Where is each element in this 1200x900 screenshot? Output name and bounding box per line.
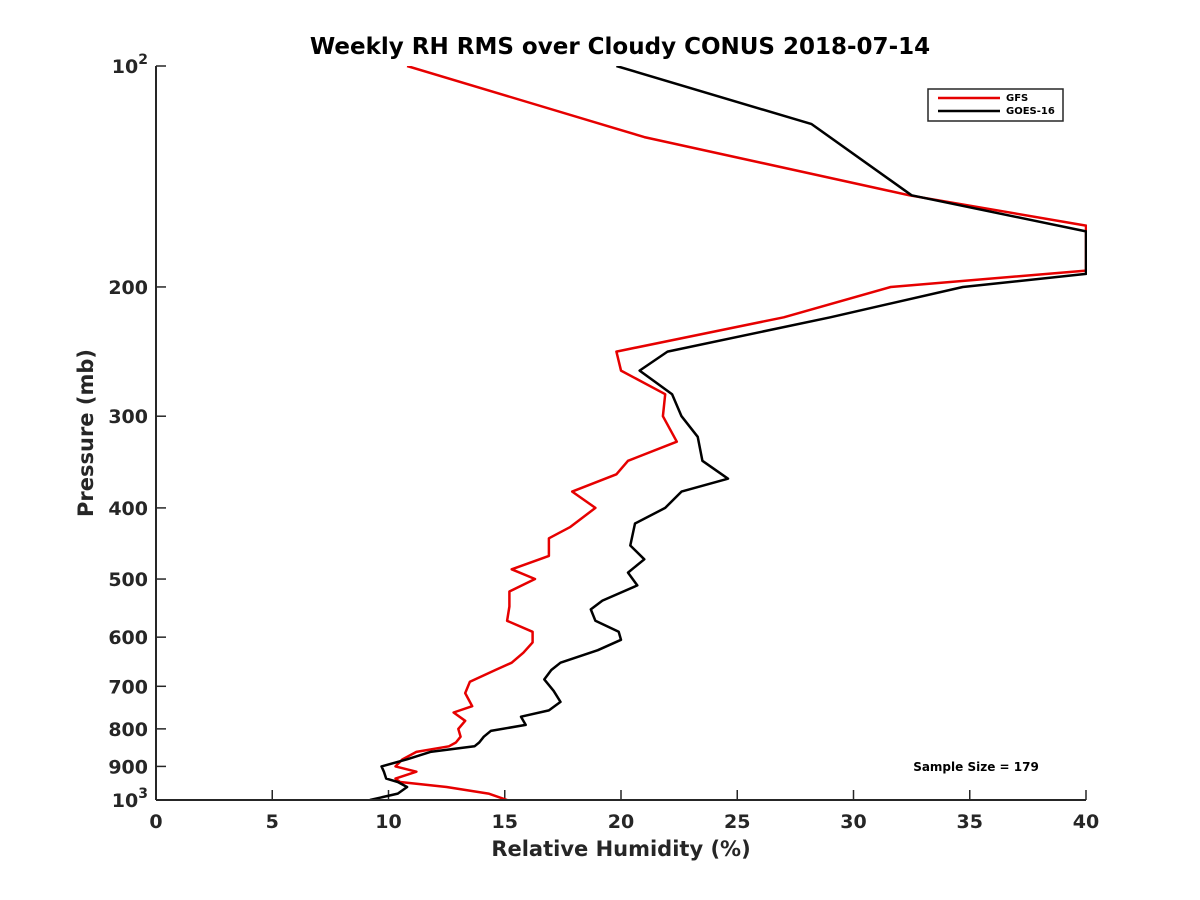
series-layer bbox=[369, 66, 1087, 800]
legend: GFS GOES-16 bbox=[927, 88, 1064, 122]
x-tick-label: 40 bbox=[1073, 811, 1099, 833]
series-line-goes16 bbox=[369, 66, 1087, 800]
y-tick-label: 200 bbox=[108, 277, 148, 299]
x-tick-label: 15 bbox=[492, 811, 518, 833]
y-tick-label: 103 bbox=[112, 786, 148, 812]
y-axis-label: Pressure (mb) bbox=[74, 349, 98, 517]
x-tick-label: 30 bbox=[840, 811, 866, 833]
y-tick-label: 300 bbox=[108, 406, 148, 428]
y-tick-label: 400 bbox=[108, 498, 148, 520]
sample-size-note: Sample Size = 179 bbox=[913, 760, 1039, 774]
x-tick-label: 0 bbox=[149, 811, 162, 833]
series-line-gfs bbox=[394, 66, 1087, 800]
x-tick-label: 35 bbox=[957, 811, 983, 833]
x-axis-label: Relative Humidity (%) bbox=[491, 837, 750, 861]
y-tick-label: 800 bbox=[108, 719, 148, 741]
x-tick-label: 25 bbox=[724, 811, 750, 833]
legend-label-goes16: GOES-16 bbox=[1006, 106, 1055, 117]
x-tick-label: 10 bbox=[375, 811, 401, 833]
y-tick-label: 900 bbox=[108, 756, 148, 778]
y-tick-label: 102 bbox=[112, 52, 148, 78]
x-axis-ticks: 0 5 10 15 20 25 30 35 40 bbox=[149, 790, 1099, 833]
x-tick-label: 5 bbox=[266, 811, 279, 833]
legend-label-gfs: GFS bbox=[1006, 93, 1028, 104]
y-tick-label: 600 bbox=[108, 627, 148, 649]
chart-title: Weekly RH RMS over Cloudy CONUS 2018-07-… bbox=[310, 34, 930, 60]
y-axis-ticks: 102 200 300 400 500 600 700 800 900 103 bbox=[108, 52, 166, 812]
y-tick-label: 700 bbox=[108, 676, 148, 698]
legend-box bbox=[927, 88, 1064, 122]
y-tick-label: 500 bbox=[108, 569, 148, 591]
x-tick-label: 20 bbox=[608, 811, 634, 833]
